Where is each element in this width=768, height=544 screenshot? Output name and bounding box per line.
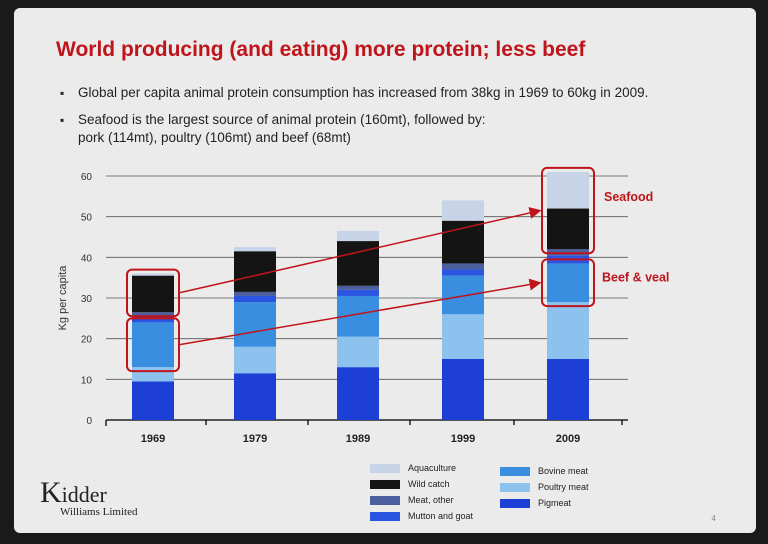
bar-segment: [547, 171, 589, 209]
bar-segment: [547, 359, 589, 420]
annotation-seafood: Seafood: [604, 190, 653, 204]
bar-segment: [132, 273, 174, 276]
bullet-1-text: Global per capita animal protein consump…: [78, 85, 649, 100]
highlight-box: [541, 166, 595, 255]
bar-segment: [132, 275, 174, 313]
y-tick-label: 10: [81, 375, 93, 386]
x-tick-label: 1989: [346, 433, 370, 445]
bar-segment: [234, 251, 276, 292]
legend-swatch: [500, 467, 530, 476]
bar-segment: [442, 263, 484, 270]
bar-segment: [234, 291, 276, 296]
logo-initial: K: [40, 476, 62, 509]
bar-segment: [442, 275, 484, 315]
bar-segment: [442, 269, 484, 276]
legend-swatch: [500, 499, 530, 508]
bar-segment: [337, 367, 379, 420]
highlight-box: [126, 268, 180, 318]
x-tick-label: 2009: [556, 433, 580, 445]
bar-segment: [337, 241, 379, 286]
bar-segment: [337, 230, 379, 242]
bar-segment: [442, 314, 484, 359]
legend-label: Mutton and goat: [408, 511, 474, 521]
bar-segment: [234, 247, 276, 252]
highlight-box: [541, 258, 595, 308]
bar-segment: [132, 381, 174, 420]
x-tick-label: 1999: [451, 433, 475, 445]
legend-label: Wild catch: [408, 479, 450, 489]
legend-label: Poultry meat: [538, 482, 589, 492]
x-tick-label: 1979: [243, 433, 267, 445]
annotation-beef-veal: Beef & veal: [602, 270, 669, 284]
arrow-beef: [178, 278, 542, 346]
bar-segment: [234, 295, 276, 303]
y-tick-label: 30: [81, 294, 93, 305]
logo-name: idder: [61, 482, 107, 507]
bar-segment: [234, 373, 276, 420]
bar-segment: [234, 346, 276, 374]
y-tick-label: 20: [81, 335, 93, 346]
bar-segment: [547, 208, 589, 250]
legend-swatch: [370, 464, 400, 473]
legend-swatch: [370, 512, 400, 521]
slide: World producing (and eating) more protei…: [14, 8, 756, 533]
stacked-bar-chart: 0 10 20 30 40 50 60 Kg per capita 1969 1979 1989 19…: [57, 166, 669, 445]
legend-label: Meat, other: [408, 495, 454, 505]
bar-segment: [132, 312, 174, 317]
legend-swatch: [370, 496, 400, 505]
bar-segment: [337, 336, 379, 368]
bar-segment: [442, 220, 484, 264]
company-logo: Kidder Williams Limited: [40, 476, 137, 518]
bullet-marker: ▪: [60, 86, 65, 100]
bar-segment: [547, 302, 589, 359]
y-tick-label: 50: [81, 213, 93, 224]
legend-label: Aquaculture: [408, 463, 457, 473]
bar-segment: [337, 285, 379, 290]
bullet-2-text-line2: pork (114mt), poultry (106mt) and beef (…: [78, 130, 351, 145]
y-axis-label: Kg per capita: [57, 265, 69, 331]
y-tick-label: 40: [81, 253, 93, 264]
bar-segment: [547, 263, 589, 303]
legend-swatch: [500, 483, 530, 492]
logo-subtitle: Williams Limited: [60, 506, 138, 518]
legend-label: Pigmeat: [538, 498, 572, 508]
legend-label: Bovine meat: [538, 466, 589, 476]
legend-swatch: [370, 480, 400, 489]
y-tick-label: 60: [81, 172, 93, 183]
bullet-marker: ▪: [60, 113, 65, 127]
y-tick-label: 0: [86, 416, 92, 427]
arrow-seafood: [178, 207, 542, 294]
x-tick-label: 1969: [141, 433, 165, 445]
slide-title: World producing (and eating) more protei…: [56, 38, 586, 61]
page-number: 4: [711, 514, 716, 523]
bar-segment: [132, 322, 174, 368]
bar-segment: [234, 302, 276, 347]
bar-segment: [337, 289, 379, 296]
bullet-2-text: Seafood is the largest source of animal …: [78, 112, 486, 127]
bar-segment: [442, 359, 484, 420]
bar-segment: [442, 200, 484, 221]
bar-segment: [132, 367, 174, 382]
